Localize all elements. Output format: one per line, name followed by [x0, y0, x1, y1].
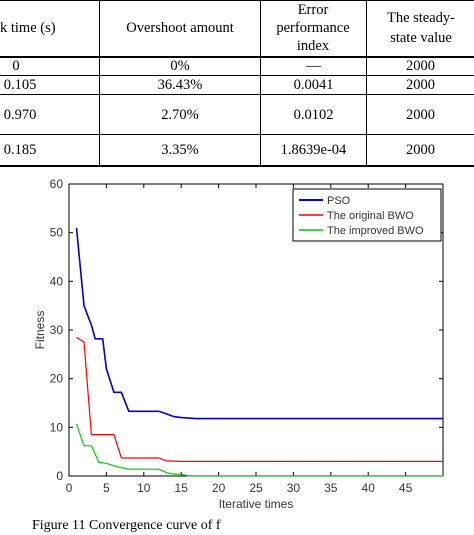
table-cell: 3.35%	[161, 142, 199, 158]
series-line	[75, 423, 443, 477]
y-tick-label: 10	[50, 420, 64, 434]
series-line	[76, 336, 443, 462]
table-cell: 2000	[406, 77, 435, 93]
series-line	[75, 227, 443, 420]
convergence-chart: 0 5 10 15 20 25 30 35 40 45 0 10 20 30 40 50 60 Iterative…	[33, 177, 444, 511]
results-table: k time (s) Overshoot amount Error perfor…	[0, 0, 474, 171]
table-cell: 0	[12, 58, 20, 74]
table-cell: —	[306, 58, 321, 74]
table-rule	[0, 75, 474, 76]
table-rule	[99, 0, 100, 165]
table-cell: 2000	[406, 58, 435, 74]
legend-label: The original BWO	[327, 210, 414, 222]
table-rule	[0, 134, 474, 135]
y-tick-label: 60	[50, 177, 64, 191]
y-tick-label: 0	[56, 469, 63, 483]
table-cell: 36.43%	[157, 77, 203, 93]
table-rule	[366, 0, 367, 165]
legend-label: The improved BWO	[327, 225, 424, 237]
x-tick-label: 10	[137, 481, 151, 495]
table-cell: 0.0102	[293, 106, 334, 123]
table-header-cell: The steady-state value	[386, 10, 456, 46]
table-cell: 1.8639e-04	[280, 142, 347, 158]
x-tick-label: 20	[212, 481, 226, 495]
x-tick-label: 35	[324, 481, 338, 495]
x-tick-label: 30	[287, 481, 301, 495]
x-tick-label: 45	[399, 481, 413, 495]
figure-caption: Figure 11 Convergence curve of f	[32, 518, 221, 533]
x-tick-label: 40	[362, 481, 376, 495]
legend-label: PSO	[327, 195, 351, 207]
x-tick-label: 0	[66, 481, 73, 495]
y-tick-label: 50	[50, 226, 64, 240]
y-tick-label: 40	[50, 274, 64, 288]
table-header-cell: k time (s)	[0, 20, 56, 36]
table-rule	[0, 0, 474, 1]
table-cell: 0.0041	[293, 77, 334, 93]
y-axis-label: Fitness	[33, 311, 47, 350]
table-cell: 0.970	[3, 106, 37, 123]
table-cell: 2.70%	[161, 106, 199, 123]
table-rule	[260, 0, 261, 165]
table-rule	[0, 165, 474, 167]
table-cell: 2000	[406, 106, 435, 123]
x-tick-label: 15	[175, 481, 189, 495]
table-cell: 0.105	[3, 77, 37, 93]
x-tick-label: 25	[249, 481, 263, 495]
table-rule	[0, 94, 474, 95]
y-tick-label: 20	[50, 372, 64, 386]
table-header-cell: Overshoot amount	[126, 20, 234, 36]
table-cell: 0%	[170, 58, 190, 74]
y-tick-label: 30	[50, 323, 64, 337]
table-rule	[0, 56, 474, 58]
table-cell: 2000	[406, 142, 435, 158]
table-header-cell: Error performance index	[276, 2, 350, 54]
x-axis-label: Iterative times	[219, 497, 294, 511]
x-tick-label: 5	[103, 481, 110, 495]
table-cell: 0.185	[3, 142, 37, 158]
